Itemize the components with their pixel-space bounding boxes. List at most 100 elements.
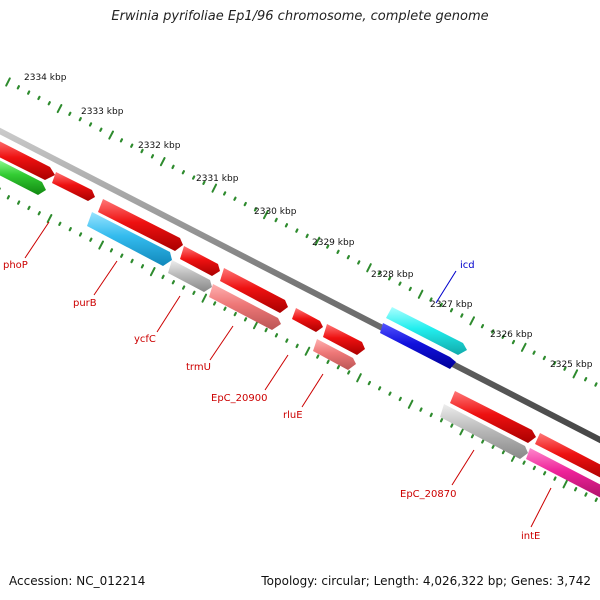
gene-label-trmU: trmU xyxy=(186,362,211,373)
scale-tick xyxy=(449,308,454,313)
gene-red-leftmost xyxy=(0,141,55,180)
scale-tick xyxy=(264,327,268,333)
gene-labels: phoP purB ycfC trmU EpC_20900 rluE EpC_2… xyxy=(3,260,540,542)
gene-label-rluE: rluE xyxy=(283,410,303,421)
scale-tick xyxy=(285,338,289,343)
scale-tick xyxy=(388,391,392,396)
scale-tick xyxy=(88,122,93,127)
scale-label: 2332 kbp xyxy=(138,141,181,151)
scale-tick xyxy=(450,423,454,428)
scale-tick xyxy=(563,366,567,371)
scale-tick xyxy=(553,476,557,481)
scale-tick xyxy=(594,382,598,387)
scale-labels: 2334 kbp 2333 kbp 2332 kbp 2331 kbp 2330… xyxy=(24,73,593,370)
scale-tick xyxy=(501,334,505,339)
gene-label-EpC_20900: EpC_20900 xyxy=(211,393,267,404)
gene-red-small-4 xyxy=(323,324,365,355)
scale-tick xyxy=(211,183,218,193)
scale-tick xyxy=(357,260,361,265)
scale-tick xyxy=(58,221,62,226)
scale-tick xyxy=(326,359,330,364)
genes-track xyxy=(0,141,600,498)
scale-tick xyxy=(314,236,321,246)
scale-label: 2326 kbp xyxy=(490,330,533,340)
scale-tick xyxy=(56,104,63,114)
scale-tick xyxy=(68,227,72,232)
scale-tick xyxy=(439,302,443,308)
scale-tick xyxy=(253,320,259,330)
scale-tick xyxy=(356,373,362,383)
scale-tick xyxy=(562,479,569,489)
scale-tick xyxy=(532,350,536,355)
scale-tick xyxy=(171,280,175,285)
scale-tick xyxy=(223,306,227,311)
scale-tick xyxy=(5,77,11,87)
scale-tick xyxy=(140,264,145,269)
genome-summary-text: Topology: circular; Length: 4,026,322 bp… xyxy=(261,574,591,588)
scale-tick xyxy=(522,460,526,465)
scale-tick xyxy=(37,95,41,101)
scale-label: 2328 kbp xyxy=(371,270,414,280)
scale-label: 2331 kbp xyxy=(196,174,239,184)
scale-tick xyxy=(120,253,124,258)
scale-tick xyxy=(407,399,414,409)
scale-tick xyxy=(182,285,186,290)
scale-tick xyxy=(46,214,53,224)
gene-red-right xyxy=(535,433,600,478)
gene-intE xyxy=(526,448,600,498)
scale-tick xyxy=(78,116,82,122)
scale-tick xyxy=(460,313,464,318)
scale-tick xyxy=(243,201,247,207)
scale-tick xyxy=(572,369,579,379)
gene-label-purB: purB xyxy=(73,298,97,309)
scale-tick xyxy=(274,333,279,338)
scale-tick xyxy=(149,267,156,277)
scale-tick xyxy=(429,412,433,418)
scale-tick xyxy=(274,217,278,223)
scale-tick xyxy=(37,211,41,216)
scale-tick xyxy=(192,290,196,295)
gene-label-intE: intE xyxy=(521,531,540,542)
gene-label-icd: icd xyxy=(460,260,475,271)
gene-purB xyxy=(87,212,172,266)
scale-tick xyxy=(481,439,485,444)
scale-tick xyxy=(573,487,578,492)
gene-label-phoP: phoP xyxy=(3,260,28,271)
scale-tick xyxy=(304,346,311,356)
scale-tick xyxy=(367,380,371,386)
scale-tick xyxy=(388,276,392,281)
scale-tick xyxy=(89,237,93,242)
gene-red-long-1 xyxy=(98,199,183,251)
gene-green xyxy=(0,160,46,195)
scale-tick xyxy=(192,175,196,180)
scale-label: 2329 kbp xyxy=(312,238,355,248)
scale-tick xyxy=(17,200,21,205)
scale-tick xyxy=(491,444,495,449)
gene-red-small-3 xyxy=(292,308,323,332)
gene-red-small-2 xyxy=(180,246,220,276)
gene-icd-aqua xyxy=(386,307,467,355)
gene-label-leaders xyxy=(24,221,552,528)
scale-tick xyxy=(326,244,330,249)
scale-tick xyxy=(140,148,144,154)
scale-tick xyxy=(6,195,10,200)
scale-tick xyxy=(336,249,340,254)
scale-tick xyxy=(584,492,588,497)
gene-red-long-3 xyxy=(450,391,536,443)
scale-tick xyxy=(233,311,237,317)
scale-tick xyxy=(150,154,155,159)
gene-red-long-2 xyxy=(220,268,288,313)
scale-tick xyxy=(99,127,103,132)
scale-tick xyxy=(159,157,166,167)
gene-EpC_20870 xyxy=(440,404,528,459)
scale-tick xyxy=(130,258,134,264)
scale-tick xyxy=(201,293,208,303)
gene-red-small-1 xyxy=(52,172,95,201)
scale-tick xyxy=(347,370,351,375)
scale-tick xyxy=(181,170,185,175)
map-title: Erwinia pyrifoliae Ep1/96 chromosome, co… xyxy=(111,9,489,24)
scale-tick xyxy=(419,407,423,412)
scale-ticks-outer xyxy=(5,77,598,387)
scale-tick xyxy=(295,343,299,349)
scale-label: 2327 kbp xyxy=(430,300,473,310)
